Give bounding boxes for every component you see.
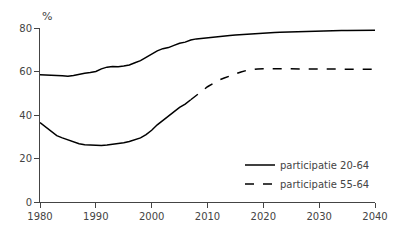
svg-text:2030: 2030: [306, 211, 331, 222]
svg-text:60: 60: [19, 66, 32, 77]
svg-text:40: 40: [19, 110, 32, 121]
svg-text:%: %: [42, 10, 52, 23]
svg-text:0: 0: [26, 197, 32, 208]
svg-text:1980: 1980: [27, 211, 52, 222]
svg-text:participatie 20-64: participatie 20-64: [280, 160, 369, 171]
svg-text:80: 80: [19, 23, 32, 34]
svg-text:2020: 2020: [251, 211, 276, 222]
svg-text:participatie 55-64: participatie 55-64: [280, 179, 369, 190]
svg-text:2000: 2000: [139, 211, 164, 222]
svg-text:1990: 1990: [83, 211, 108, 222]
svg-text:2010: 2010: [195, 211, 220, 222]
svg-text:2040: 2040: [362, 211, 387, 222]
svg-text:20: 20: [19, 153, 32, 164]
